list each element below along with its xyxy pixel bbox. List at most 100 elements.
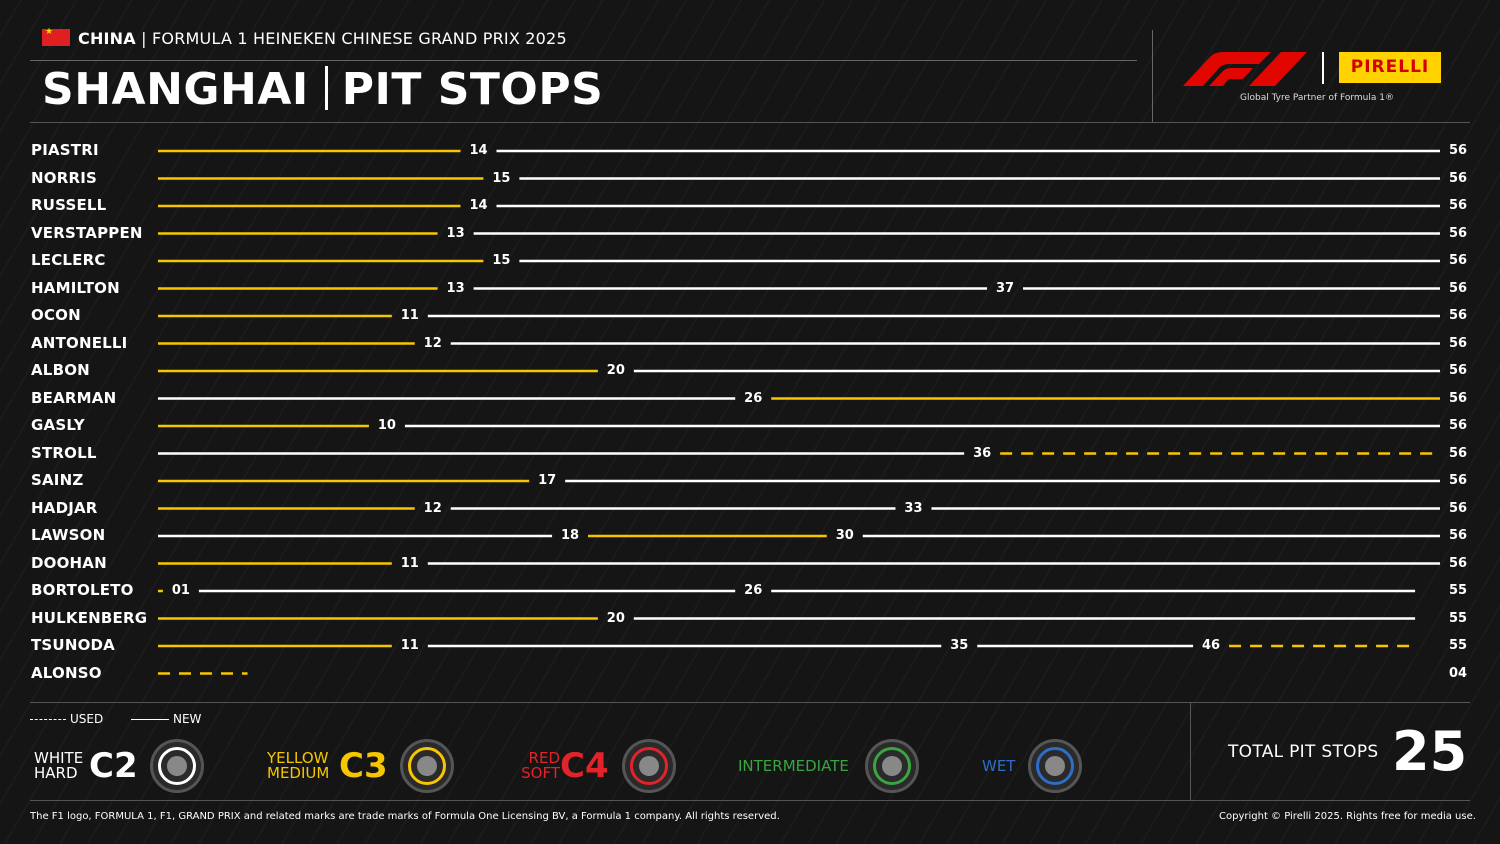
tyre-medium-color: YELLOW xyxy=(267,749,329,767)
driver-name: DOOHAN xyxy=(31,553,107,572)
title-separator xyxy=(324,66,328,110)
f1-logo-icon xyxy=(1183,52,1307,86)
driver-name: PIASTRI xyxy=(31,141,99,159)
tyre-hard-type: HARD xyxy=(34,764,78,782)
driver-name: GASLY xyxy=(31,416,85,434)
event-name: FORMULA 1 HEINEKEN CHINESE GRAND PRIX 20… xyxy=(152,29,567,48)
logo-divider xyxy=(1152,30,1153,122)
pirelli-logo: PIRELLI xyxy=(1339,52,1441,83)
lap-label: 56 xyxy=(1448,500,1468,516)
lap-label: 26 xyxy=(744,583,763,598)
partner-text: Global Tyre Partner of Formula 1® xyxy=(1240,93,1394,103)
tyre-soft-type: SOFT xyxy=(521,764,560,782)
lap-label: 56 xyxy=(1448,335,1468,351)
lap-label: 37 xyxy=(995,280,1015,296)
lap-label: 11 xyxy=(400,555,419,571)
title-circuit: SHANGHAI xyxy=(42,64,309,115)
lap-label: 56 xyxy=(1448,198,1468,213)
driver-name: NORRIS xyxy=(31,168,97,187)
total-divider xyxy=(1190,702,1191,800)
driver-name: LAWSON xyxy=(31,526,106,544)
driver-name: TSUNODA xyxy=(31,636,115,654)
total-pit-stops-value: 25 xyxy=(1392,720,1468,783)
lap-label: 18 xyxy=(561,528,580,543)
driver-name: ALONSO xyxy=(31,663,102,682)
legend-new-label: NEW xyxy=(173,712,202,726)
footer-copyright: Copyright © Pirelli 2025. Rights free fo… xyxy=(1219,811,1476,822)
lap-label: 56 xyxy=(1448,390,1468,406)
legend-used: USED xyxy=(30,712,103,726)
tyre-hard-color: WHITE xyxy=(34,749,84,767)
driver-name: STROLL xyxy=(31,443,97,462)
lap-label: 56 xyxy=(1448,143,1468,158)
lap-label: 20 xyxy=(606,610,625,626)
tyre-intermediate-label: INTERMEDIATE xyxy=(738,757,849,775)
driver-name: BEARMAN xyxy=(31,388,117,407)
wet-tyre-icon xyxy=(1028,739,1082,793)
lap-label: 11 xyxy=(400,308,419,323)
tyre-medium-type: MEDIUM xyxy=(267,764,330,782)
solid-line-icon xyxy=(131,719,169,720)
lap-label: 26 xyxy=(744,390,763,406)
lap-label: 15 xyxy=(492,170,511,186)
dashed-line-icon xyxy=(30,719,66,720)
logo-bar xyxy=(1322,52,1324,84)
driver-name: LECLERC xyxy=(31,251,106,269)
hard-tyre-icon xyxy=(150,739,204,793)
lap-label: 12 xyxy=(423,500,442,516)
driver-name: BORTOLETO xyxy=(31,581,134,599)
lap-label: 10 xyxy=(377,418,396,433)
tyre-medium-code: C3 xyxy=(339,746,388,786)
driver-name: RUSSELL xyxy=(31,196,107,214)
lap-label: 56 xyxy=(1448,253,1468,268)
tyre-soft-code: C4 xyxy=(560,746,609,786)
lap-label: 56 xyxy=(1448,280,1468,296)
lap-label: 04 xyxy=(1448,665,1468,681)
lap-label: 55 xyxy=(1448,610,1468,626)
lap-label: 20 xyxy=(606,363,625,378)
footer-divider xyxy=(30,800,1470,801)
lap-label: 17 xyxy=(538,473,557,488)
tyre-wet-label: WET xyxy=(982,757,1016,775)
page-title: SHANGHAI PIT STOPS xyxy=(42,64,603,115)
lap-label: 30 xyxy=(835,528,854,543)
lap-label: 56 xyxy=(1448,555,1468,571)
tyre-soft-color: RED xyxy=(528,749,560,767)
lap-label: 13 xyxy=(446,225,465,241)
legend-new: NEW xyxy=(131,712,201,726)
medium-tyre-icon xyxy=(400,739,454,793)
soft-tyre-icon xyxy=(622,739,676,793)
lap-label: 11 xyxy=(400,638,419,653)
tyre-hard-code: C2 xyxy=(89,746,138,786)
header-bottom-divider xyxy=(30,122,1470,123)
lap-label: 14 xyxy=(469,198,488,213)
lap-label: 56 xyxy=(1448,363,1468,378)
lap-label: 56 xyxy=(1448,473,1468,488)
legend-used-label: USED xyxy=(70,712,104,726)
driver-name: HULKENBERG xyxy=(31,608,148,627)
lap-label: 56 xyxy=(1448,225,1468,241)
driver-name: ALBON xyxy=(31,361,90,379)
country-name: CHINA xyxy=(78,29,136,48)
intermediate-tyre-icon xyxy=(865,739,919,793)
lap-label: 15 xyxy=(492,253,511,268)
lap-label: 36 xyxy=(973,445,992,461)
lap-label: 13 xyxy=(446,280,465,296)
event-subtitle: CHINA | FORMULA 1 HEINEKEN CHINESE GRAND… xyxy=(42,27,567,48)
driver-name: VERSTAPPEN xyxy=(31,223,143,242)
driver-name: SAINZ xyxy=(31,471,84,489)
driver-name: ANTONELLI xyxy=(31,333,128,352)
title-topic: PIT STOPS xyxy=(341,64,604,115)
china-flag-icon xyxy=(42,27,70,46)
lap-label: 55 xyxy=(1448,583,1468,598)
header-divider xyxy=(30,60,1137,61)
driver-name: OCON xyxy=(31,306,81,324)
lap-label: 56 xyxy=(1448,170,1468,186)
legend-top-divider xyxy=(30,702,1470,703)
total-pit-stops-label: TOTAL PIT STOPS xyxy=(1228,742,1379,762)
lap-label: 56 xyxy=(1448,308,1468,323)
lap-label: 12 xyxy=(423,335,442,351)
lap-label: 56 xyxy=(1448,445,1468,461)
